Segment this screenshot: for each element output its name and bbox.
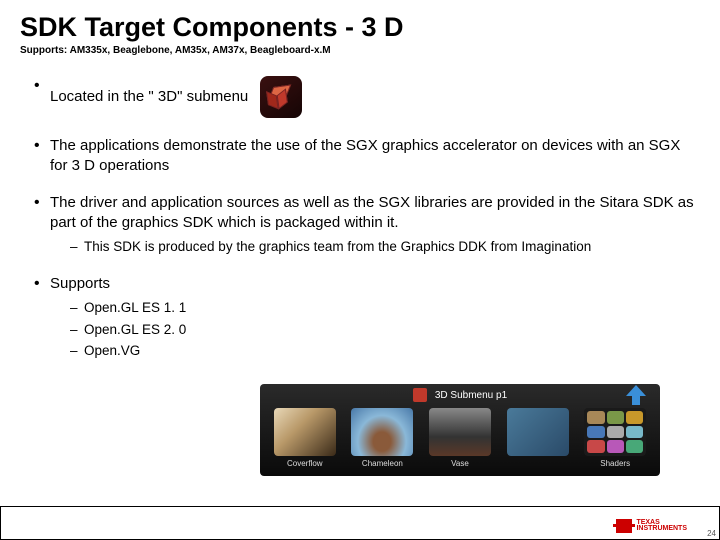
- bullet-3-sub-1: This SDK is produced by the graphics tea…: [70, 238, 700, 256]
- ti-chip-icon: [616, 519, 632, 533]
- tile-label: Shaders: [600, 459, 630, 468]
- page-number: 24: [707, 529, 716, 538]
- submenu-screenshot: 3D Submenu p1 Coverflow Chameleon Vase: [260, 384, 660, 476]
- bullet-1-text: Located in the " 3D" submenu: [50, 87, 248, 107]
- tile-vase: Vase: [429, 408, 491, 468]
- bullet-4-sub-1: Open.GL ES 1. 1: [70, 299, 700, 317]
- bullet-4-text: Supports: [50, 275, 110, 292]
- submenu-tiles: Coverflow Chameleon Vase Shaders: [260, 406, 660, 476]
- tile-thumb: [584, 408, 646, 456]
- bullet-3: The driver and application sources as we…: [38, 193, 700, 256]
- tile-label: Coverflow: [287, 459, 323, 468]
- footer-bar: TEXAS INSTRUMENTS: [0, 506, 720, 540]
- tile-thumb: [507, 408, 569, 456]
- tile-label: Chameleon: [362, 459, 403, 468]
- tile-thumb: [351, 408, 413, 456]
- slide-title: SDK Target Components - 3 D: [20, 12, 700, 43]
- ti-logo: TEXAS INSTRUMENTS: [616, 519, 687, 533]
- tile-coverflow: Coverflow: [274, 408, 336, 468]
- tile-blank: [507, 408, 569, 459]
- bullet-list: Located in the " 3D" submenu The applica…: [20, 76, 700, 360]
- ti-logo-text: TEXAS INSTRUMENTS: [636, 520, 687, 533]
- submenu-header: 3D Submenu p1: [260, 384, 660, 406]
- bullet-4: Supports Open.GL ES 1. 1 Open.GL ES 2. 0…: [38, 274, 700, 360]
- tile-label: Vase: [451, 459, 469, 468]
- bullet-4-sub-2: Open.GL ES 2. 0: [70, 321, 700, 339]
- tile-thumb: [429, 408, 491, 456]
- bullet-2: The applications demonstrate the use of …: [38, 136, 700, 175]
- cube-3d-icon: [260, 76, 302, 118]
- bullet-1: Located in the " 3D" submenu: [38, 76, 700, 118]
- tile-shaders: Shaders: [584, 408, 646, 468]
- cube-small-icon: [413, 388, 427, 402]
- submenu-header-text: 3D Submenu p1: [435, 390, 507, 401]
- bullet-3-text: The driver and application sources as we…: [50, 194, 694, 231]
- ti-line2: INSTRUMENTS: [636, 525, 687, 532]
- slide: SDK Target Components - 3 D Supports: AM…: [0, 0, 720, 540]
- up-arrow-icon: [626, 385, 646, 405]
- bullet-4-sub-3: Open.VG: [70, 342, 700, 360]
- slide-subtitle: Supports: AM335x, Beaglebone, AM35x, AM3…: [20, 45, 700, 56]
- tile-chameleon: Chameleon: [351, 408, 413, 468]
- tile-thumb: [274, 408, 336, 456]
